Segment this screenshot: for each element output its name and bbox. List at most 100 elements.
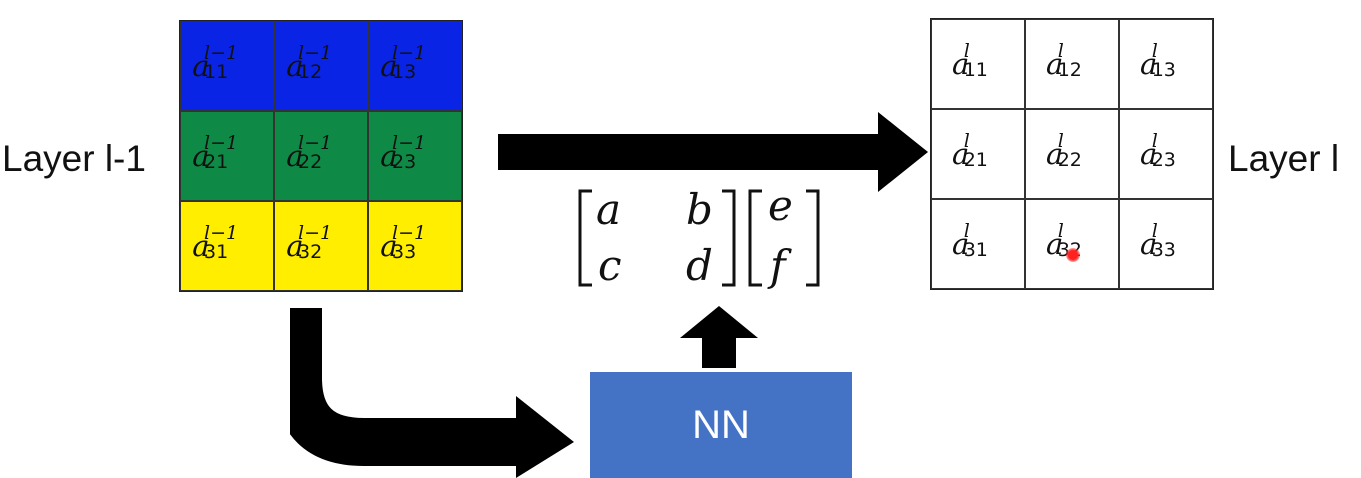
activation-subscript: 11 xyxy=(204,61,229,84)
layer-l-label: Layer l xyxy=(1228,138,1340,179)
activation-symbol: a xyxy=(951,136,970,171)
activation-subscript: 13 xyxy=(1151,59,1176,82)
activation-superscript: l−1 xyxy=(204,131,239,154)
activation-symbol: a xyxy=(380,48,398,83)
activation-superscript: l−1 xyxy=(392,221,427,244)
left-activation-33: a l−1 33 xyxy=(380,223,449,264)
left-activation-12: a l−1 12 xyxy=(286,43,355,84)
activation-symbol: a xyxy=(380,228,398,263)
activation-symbol: a xyxy=(286,138,304,173)
activation-subscript: 23 xyxy=(1151,149,1176,172)
matrix-entry-b: b xyxy=(686,185,713,234)
right-cell-12: a l 12 xyxy=(1025,19,1119,109)
activation-symbol: a xyxy=(951,226,970,261)
activation-superscript: l xyxy=(1057,129,1064,152)
main-right-arrow xyxy=(498,112,928,192)
right-cell-23: a l 23 xyxy=(1119,109,1213,199)
right-activation-21: a l 21 xyxy=(951,131,1004,172)
activation-subscript: 22 xyxy=(298,151,323,174)
activation-symbol: a xyxy=(192,138,210,173)
left-cell-12: a l−1 12 xyxy=(274,21,368,111)
activation-subscript: 31 xyxy=(963,239,988,262)
activation-symbol: a xyxy=(951,46,970,81)
left-cell-32: a l−1 32 xyxy=(274,201,368,291)
right-activation-23: a l 23 xyxy=(1139,131,1192,172)
matrix-brackets xyxy=(578,189,820,287)
activation-subscript: 23 xyxy=(392,151,417,174)
left-activation-22: a l−1 22 xyxy=(286,133,355,174)
left-cell-22: a l−1 22 xyxy=(274,111,368,201)
activation-subscript: 33 xyxy=(1151,239,1176,262)
activation-subscript: 21 xyxy=(963,149,988,172)
activation-subscript: 12 xyxy=(1057,59,1082,82)
left-activation-23: a l−1 23 xyxy=(380,133,449,174)
activation-superscript: l−1 xyxy=(204,41,239,64)
activation-symbol: a xyxy=(286,48,304,83)
left-activation-32: a l−1 32 xyxy=(286,223,355,264)
activation-symbol: a xyxy=(286,228,304,263)
activation-symbol: a xyxy=(192,228,210,263)
activation-subscript: 32 xyxy=(298,241,323,264)
activation-symbol: a xyxy=(192,48,210,83)
left-cell-33: a l−1 33 xyxy=(368,201,462,291)
activation-superscript: l−1 xyxy=(298,221,333,244)
pointer-highlight-dot xyxy=(1066,248,1080,262)
activation-symbol: a xyxy=(1045,226,1064,261)
activation-symbol: a xyxy=(1139,136,1158,171)
activation-superscript: l xyxy=(963,39,970,62)
right-activation-22: a l 22 xyxy=(1045,131,1098,172)
right-cell-11: a l 11 xyxy=(931,19,1025,109)
activation-superscript: l−1 xyxy=(204,221,239,244)
right-cell-21: a l 21 xyxy=(931,109,1025,199)
nn-up-arrow xyxy=(680,306,758,368)
activation-symbol: a xyxy=(1139,226,1158,261)
left-activation-21: a l−1 21 xyxy=(192,133,261,174)
layer-l-minus-1-label: Layer l-1 xyxy=(2,138,146,179)
activation-symbol: a xyxy=(1045,136,1064,171)
activation-superscript: l xyxy=(963,219,970,242)
activation-superscript: l xyxy=(1057,219,1064,242)
activation-symbol: a xyxy=(380,138,398,173)
right-activation-13: a l 13 xyxy=(1139,41,1192,82)
curved-arrow-to-nn xyxy=(290,308,574,478)
activation-subscript: 33 xyxy=(392,241,417,264)
vector-entry-e: e xyxy=(768,181,793,230)
left-cell-31: a l−1 31 xyxy=(180,201,274,291)
activation-superscript: l xyxy=(1151,39,1158,62)
left-activation-13: a l−1 13 xyxy=(380,43,449,84)
left-activation-31: a l−1 31 xyxy=(192,223,261,264)
left-activation-11: a l−1 11 xyxy=(192,43,261,84)
right-cell-32: al32 xyxy=(1025,199,1119,289)
nn-box: NN xyxy=(590,372,852,478)
activation-superscript: l xyxy=(1151,219,1158,242)
activation-superscript: l−1 xyxy=(298,131,333,154)
activation-symbol: a xyxy=(1139,46,1158,81)
right-activation-11: a l 11 xyxy=(951,41,1004,82)
right-activation-12: a l 12 xyxy=(1045,41,1098,82)
activation-superscript: l−1 xyxy=(392,131,427,154)
vector-entry-f: f xyxy=(770,241,786,290)
activation-superscript: l−1 xyxy=(298,41,333,64)
activation-subscript: 13 xyxy=(392,61,417,84)
activation-subscript: 22 xyxy=(1057,149,1082,172)
activation-symbol: a xyxy=(1045,46,1064,81)
activation-superscript: l xyxy=(1057,39,1064,62)
right-activation-31: a l 31 xyxy=(951,221,1004,262)
left-cell-13: a l−1 13 xyxy=(368,21,462,111)
activation-subscript: 11 xyxy=(963,59,988,82)
left-cell-23: a l−1 23 xyxy=(368,111,462,201)
activation-subscript: 31 xyxy=(204,241,229,264)
matrix-entry-c: c xyxy=(598,241,622,290)
right-cell-33: a l 33 xyxy=(1119,199,1213,289)
right-cell-13: a l 13 xyxy=(1119,19,1213,109)
activation-subscript: 12 xyxy=(298,61,323,84)
activation-superscript: l xyxy=(1151,129,1158,152)
left-cell-21: a l−1 21 xyxy=(180,111,274,201)
matrix-entry-d: d xyxy=(686,241,713,290)
right-cell-31: a l 31 xyxy=(931,199,1025,289)
activation-superscript: l−1 xyxy=(392,41,427,64)
layer-l-minus-1-grid: a l−1 11 a l−1 12 a l−1 13 a l−1 21 a l−1 22 a l−1 23 a l−1… xyxy=(179,20,463,292)
activation-subscript: 21 xyxy=(204,151,229,174)
right-cell-22: a l 22 xyxy=(1025,109,1119,199)
layer-l-grid: al11al12al13al21al22al23al31al32al33 xyxy=(930,18,1214,290)
